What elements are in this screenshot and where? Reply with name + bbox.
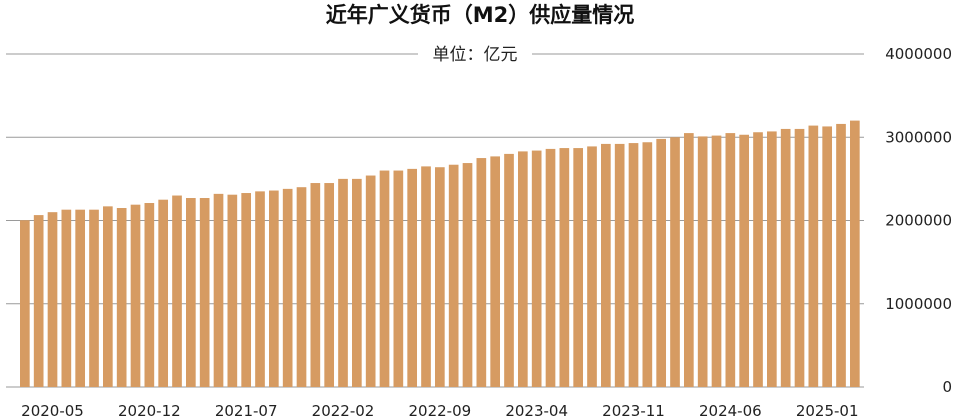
- bar-2024-02: [670, 137, 680, 387]
- x-tick-label: 2023-04: [505, 402, 568, 419]
- x-tick-label: 2024-06: [699, 402, 762, 419]
- bar-2021-01: [158, 199, 169, 387]
- bar-2025-03: [850, 120, 860, 387]
- bar-2022-01: [324, 183, 335, 387]
- bar-2020-06: [61, 209, 72, 387]
- bar-2025-01: [822, 126, 833, 388]
- bar-2023-10: [614, 143, 625, 387]
- y-tick-label: 1000000: [885, 295, 952, 313]
- y-tick-label: 2000000: [885, 212, 952, 230]
- bar-2022-10: [448, 164, 459, 387]
- bar-2020-04: [33, 215, 44, 387]
- bar-2022-06: [393, 170, 404, 387]
- bar-2022-04: [365, 175, 376, 387]
- bar-2023-12: [642, 142, 653, 387]
- bar-2021-06: [227, 194, 238, 387]
- bar-2021-08: [255, 191, 265, 387]
- bar-2024-12: [808, 125, 819, 387]
- bar-2020-08: [89, 209, 99, 387]
- bar-2024-08: [753, 132, 763, 387]
- bar-2024-03: [684, 133, 694, 387]
- bar-2021-10: [282, 188, 293, 387]
- bar-2024-04: [697, 136, 708, 387]
- bar-2023-07: [573, 148, 584, 387]
- x-tick-label: 2020-12: [118, 402, 181, 419]
- bar-2021-04: [199, 198, 210, 387]
- y-tick-label: 0: [942, 378, 952, 396]
- bar-2022-03: [352, 178, 362, 388]
- bar-2020-12: [144, 203, 155, 387]
- bar-2020-10: [116, 208, 127, 387]
- bar-2021-05: [213, 193, 224, 387]
- bar-2021-11: [296, 187, 307, 387]
- bar-2023-11: [628, 143, 639, 387]
- bar-2020-09: [103, 206, 113, 387]
- bar-2024-10: [780, 128, 791, 387]
- bar-2023-04: [531, 150, 542, 387]
- x-tick-label: 2020-05: [21, 402, 84, 419]
- bar-2022-12: [476, 158, 487, 387]
- y-tick-label: 4000000: [885, 45, 952, 63]
- x-tick-label: 2021-07: [215, 402, 278, 419]
- bar-2024-09: [767, 131, 777, 387]
- x-axis-ticks: 2020-05 2020-12 2021-07 2022-02 2022-09 2023-…: [21, 402, 858, 419]
- bar-2020-11: [130, 204, 141, 387]
- bar-2020-05: [47, 212, 58, 387]
- y-axis-ticks: 0 1000000 2000000 3000000 4000000: [885, 45, 952, 396]
- bar-2021-09: [269, 190, 279, 387]
- bar-2023-01: [490, 156, 501, 387]
- bar-2023-08: [587, 146, 597, 387]
- bar-2023-02: [504, 153, 514, 387]
- bar-2022-07: [407, 168, 418, 387]
- bar-2022-09: [435, 167, 445, 387]
- bar-2024-06: [725, 133, 736, 387]
- bar-2023-06: [559, 148, 570, 387]
- x-tick-label: 2022-09: [408, 402, 471, 419]
- bar-2024-01: [656, 138, 667, 387]
- bar-2025-02: [836, 123, 846, 388]
- bar-2021-02: [172, 195, 182, 387]
- y-tick-label: 3000000: [885, 128, 952, 146]
- bar-2022-02: [338, 178, 348, 388]
- bar-2022-08: [421, 166, 431, 387]
- x-tick-label: 2023-11: [602, 402, 665, 419]
- unit-label: 单位：亿元: [433, 45, 518, 65]
- bar-2020-03: [20, 220, 30, 387]
- bar-2023-03: [518, 151, 528, 387]
- bar-2024-07: [739, 134, 750, 387]
- bar-2024-05: [711, 135, 722, 387]
- bar-2023-05: [545, 148, 556, 387]
- chart-title: 近年广义货币（M2）供应量情况: [325, 3, 635, 27]
- bar-2022-11: [462, 163, 473, 387]
- bar-2021-07: [241, 193, 252, 387]
- x-tick-label: 2025-01: [796, 402, 859, 419]
- bar-2020-07: [75, 209, 86, 387]
- bar-2023-09: [601, 143, 611, 387]
- bars: [20, 120, 860, 388]
- bar-2022-05: [379, 170, 390, 387]
- x-tick-label: 2022-02: [312, 402, 375, 419]
- bar-2021-12: [310, 183, 321, 387]
- bar-2021-03: [186, 198, 196, 387]
- bar-2024-11: [794, 128, 805, 387]
